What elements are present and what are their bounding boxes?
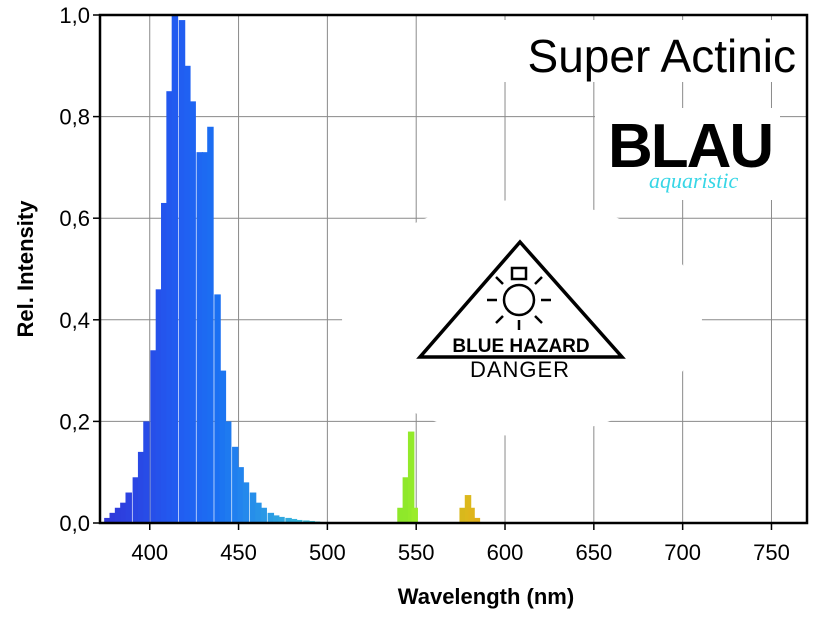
spectrum-bar <box>125 492 132 523</box>
spectrum-bar <box>143 421 150 523</box>
spectrum-bar <box>397 507 404 523</box>
spectrum-bar <box>184 65 191 524</box>
spectrum-bar <box>104 517 111 523</box>
x-tick-label: 750 <box>753 540 790 565</box>
hazard-sublabel: DANGER <box>470 357 570 382</box>
y-axis-ticks: 0,0 0,2 0,4 0,6 0,8 1,0 <box>59 3 100 536</box>
spectrum-bar <box>189 101 196 524</box>
chart-title: Super Actinic <box>528 30 796 82</box>
spectrum-bar <box>219 370 227 523</box>
x-axis-label: Wavelength (nm) <box>398 584 574 609</box>
logo-subtext: aquaristic <box>649 168 738 193</box>
spectrum-bar <box>303 520 310 523</box>
spectrum-bar <box>411 507 418 523</box>
y-tick-label: 0,2 <box>59 409 90 434</box>
light-bulb-rays-icon <box>487 266 551 330</box>
spectrum-bars <box>104 15 481 524</box>
spectrum-bar <box>120 502 127 523</box>
x-tick-label: 400 <box>131 540 168 565</box>
spectrum-bar <box>224 421 232 523</box>
spectrum-bar <box>249 492 257 523</box>
spectrum-bar <box>278 516 285 523</box>
spectrum-bar <box>150 350 157 523</box>
spectrum-bar <box>285 517 292 523</box>
y-tick-label: 0,6 <box>59 206 90 231</box>
spectrum-bar <box>464 495 472 523</box>
x-tick-label: 500 <box>309 540 346 565</box>
x-tick-label: 700 <box>664 540 701 565</box>
spectrum-bar <box>132 477 140 523</box>
spectrum-bar <box>407 431 415 523</box>
spectrum-bar <box>155 289 163 523</box>
plot-frame <box>98 13 809 525</box>
spectrum-bar <box>214 294 221 523</box>
spectrum-bar <box>402 477 410 523</box>
spectrum-bar <box>196 152 204 523</box>
spectrum-bar <box>255 502 262 523</box>
spectrum-bar <box>290 518 298 523</box>
spectrum-bar <box>109 512 116 523</box>
x-axis-ticks: 400 450 500 550 600 650 700 750 <box>131 523 790 565</box>
y-tick-label: 0,4 <box>59 308 90 333</box>
spectrum-bar <box>201 152 209 523</box>
y-tick-label: 1,0 <box>59 3 90 28</box>
spectrum-bar <box>468 507 475 523</box>
y-tick-label: 0,0 <box>59 511 90 536</box>
hazard-label: BLUE HAZARD <box>452 336 589 357</box>
x-tick-label: 450 <box>220 540 257 565</box>
logo-text: BLAU <box>608 112 772 181</box>
spectrum-bar <box>114 507 122 523</box>
spectrum-bar <box>232 446 239 523</box>
logo-backdrop <box>595 108 780 200</box>
spectrum-bar <box>260 507 267 523</box>
x-tick-label: 650 <box>575 540 612 565</box>
blue-hazard-sign: BLUE HAZARD DANGER <box>416 239 626 382</box>
title-backdrop <box>478 20 803 82</box>
blau-logo: BLAU aquaristic <box>608 112 774 193</box>
spectrum-bar <box>459 507 466 523</box>
spectrum-bar <box>267 512 275 523</box>
y-tick-label: 0,8 <box>59 105 90 130</box>
spectrum-bar <box>171 15 179 523</box>
spectrum-bar <box>166 91 173 523</box>
spectrum-bar <box>272 515 280 523</box>
y-axis-label: Rel. Intensity <box>13 200 38 338</box>
spectrum-bar <box>178 20 186 524</box>
x-tick-label: 550 <box>398 540 435 565</box>
spectrum-bar <box>237 467 244 523</box>
spectrum-bar <box>137 451 145 523</box>
x-tick-label: 600 <box>487 540 524 565</box>
spectrum-bar <box>161 202 168 523</box>
spectrum-bar <box>296 519 303 523</box>
spectrum-bar <box>207 126 214 523</box>
spectrum-bar <box>473 517 481 523</box>
spectrum-bar <box>242 482 250 523</box>
